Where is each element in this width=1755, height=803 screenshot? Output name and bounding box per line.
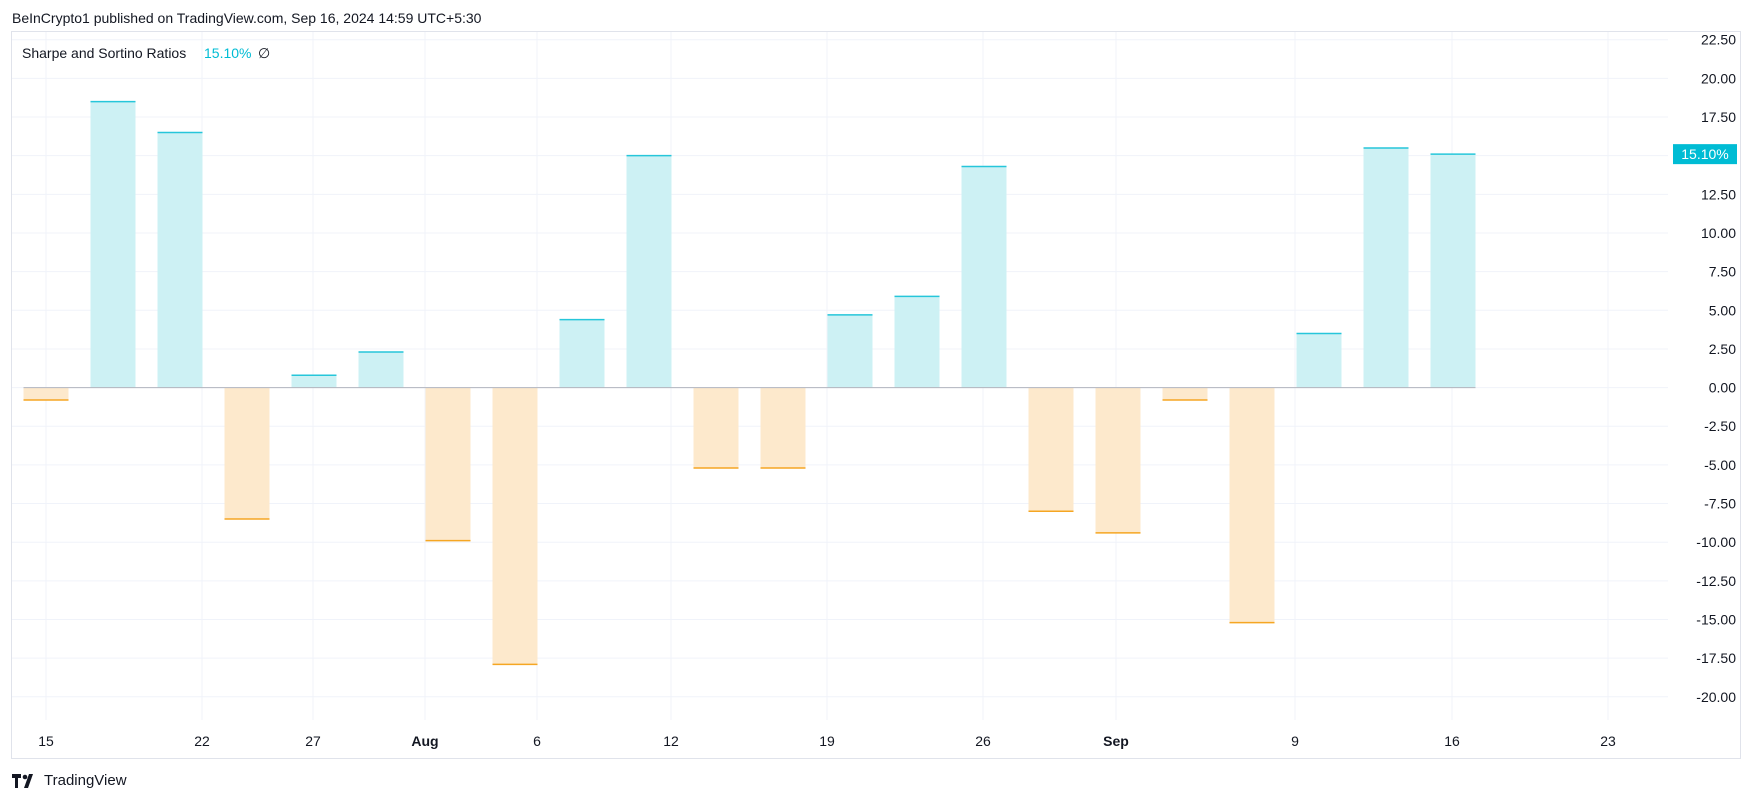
y-tick-label: -2.50 xyxy=(1704,418,1736,434)
indicator-name[interactable]: Sharpe and Sortino Ratios xyxy=(22,45,186,61)
x-tick-label: Sep xyxy=(1103,733,1129,749)
bar[interactable] xyxy=(1095,387,1141,533)
bar[interactable] xyxy=(559,319,605,388)
x-tick-label: 19 xyxy=(819,733,835,749)
bar[interactable] xyxy=(492,387,538,665)
y-tick-label: 17.50 xyxy=(1701,109,1736,125)
bar[interactable] xyxy=(1229,387,1275,623)
footer-brand[interactable]: TradingView xyxy=(12,772,127,789)
y-tick-label: 5.00 xyxy=(1709,302,1736,318)
bar[interactable] xyxy=(224,387,270,520)
y-tick-label: -5.00 xyxy=(1704,457,1736,473)
bar[interactable] xyxy=(1363,147,1409,388)
y-tick-label: 10.00 xyxy=(1701,225,1736,241)
last-value-badge: 15.10% xyxy=(1673,144,1737,165)
x-tick-label: 16 xyxy=(1444,733,1460,749)
x-tick-label: 22 xyxy=(194,733,210,749)
y-tick-label: -17.50 xyxy=(1696,650,1736,666)
bar[interactable] xyxy=(425,387,471,541)
bar[interactable] xyxy=(1162,387,1208,400)
bar[interactable] xyxy=(157,132,203,388)
x-axis[interactable]: 15 22 27 Aug 6 12 19 26 Sep 9 16 23 xyxy=(38,733,1616,749)
bar[interactable] xyxy=(961,166,1007,388)
y-tick-label: -12.50 xyxy=(1696,573,1736,589)
footer-brand-text: TradingView xyxy=(44,772,127,789)
y-tick-label: 22.50 xyxy=(1701,32,1736,48)
bars xyxy=(23,100,1476,666)
bar[interactable] xyxy=(1028,387,1074,512)
y-axis[interactable]: 22.5020.0017.5015.0012.5010.007.505.002.… xyxy=(1696,32,1736,705)
x-tick-label: 23 xyxy=(1600,733,1616,749)
legend[interactable]: Sharpe and Sortino Ratios 15.10% ∅ xyxy=(22,45,270,61)
y-tick-label: 2.50 xyxy=(1709,341,1736,357)
bar[interactable] xyxy=(358,352,404,388)
publisher-caption: BeInCrypto1 published on TradingView.com… xyxy=(12,10,482,26)
bar[interactable] xyxy=(1296,333,1342,388)
x-tick-label: 9 xyxy=(1291,733,1299,749)
bar[interactable] xyxy=(291,375,337,388)
last-value-badge-text: 15.10% xyxy=(1681,146,1728,162)
y-tick-label: -15.00 xyxy=(1696,612,1736,628)
y-tick-label: -10.00 xyxy=(1696,534,1736,550)
tradingview-logo-icon xyxy=(12,773,33,788)
y-tick-label: -7.50 xyxy=(1704,496,1736,512)
x-tick-label: 12 xyxy=(663,733,679,749)
plot-frame xyxy=(11,31,1741,759)
y-tick-label: -20.00 xyxy=(1696,689,1736,705)
bar[interactable] xyxy=(827,314,873,388)
bar[interactable] xyxy=(626,155,672,388)
y-tick-label: 12.50 xyxy=(1701,186,1736,202)
x-tick-label: 26 xyxy=(975,733,991,749)
y-tick-label: 0.00 xyxy=(1709,380,1736,396)
bar[interactable] xyxy=(693,387,739,468)
bar[interactable] xyxy=(90,101,136,388)
x-tick-label: 27 xyxy=(305,733,321,749)
indicator-status-symbol: ∅ xyxy=(258,45,270,61)
bar[interactable] xyxy=(894,296,940,388)
y-tick-label: 20.00 xyxy=(1701,70,1736,86)
bar[interactable] xyxy=(23,387,69,400)
x-tick-label: 15 xyxy=(38,733,54,749)
x-tick-label: Aug xyxy=(411,733,438,749)
y-tick-label: 7.50 xyxy=(1709,264,1736,280)
x-tick-label: 6 xyxy=(533,733,541,749)
indicator-value: 15.10% xyxy=(204,45,251,61)
last-value-badge-bg xyxy=(1673,144,1737,165)
bar[interactable] xyxy=(760,387,806,468)
bar[interactable] xyxy=(1430,154,1476,388)
